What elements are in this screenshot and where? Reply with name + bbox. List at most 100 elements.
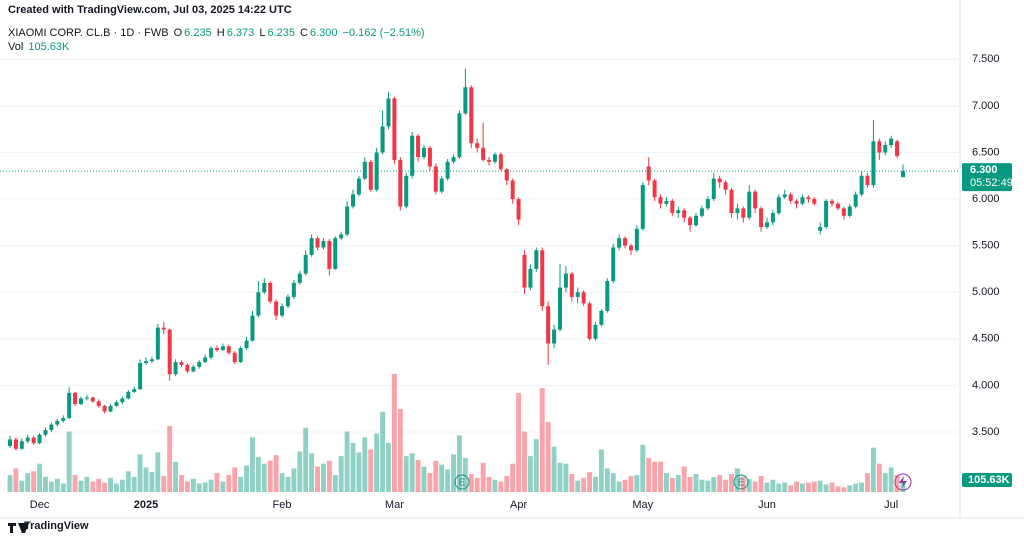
candle-body [303, 254, 308, 274]
ohlc-value: 6.373 [226, 27, 255, 39]
volume-bar [705, 480, 711, 492]
candle-body [557, 287, 562, 330]
candle-body [13, 439, 18, 449]
volume-bar [811, 481, 817, 492]
candle-body [788, 194, 793, 201]
x-tick-label: 2025 [134, 499, 158, 511]
candle-body [534, 250, 539, 269]
volume-bar [900, 482, 906, 492]
x-tick-label: Jun [758, 499, 776, 511]
volume-bar [723, 479, 729, 492]
candle-body [374, 152, 379, 190]
candle-body [682, 210, 687, 218]
y-tick-label: 6.500 [972, 146, 1000, 158]
candle-body [498, 154, 503, 170]
candle-body [78, 398, 83, 405]
volume-bar [60, 483, 66, 492]
candle-body [439, 178, 444, 192]
volume-bar [31, 471, 37, 492]
candle-body [114, 402, 119, 406]
candle-body [871, 141, 876, 186]
change: −0.162 (−2.51%) [342, 27, 425, 39]
candle-body [84, 397, 89, 399]
candle-body [735, 208, 740, 214]
volume-bar [297, 451, 303, 492]
symbol: XIAOMI CORP. CL.B · 1D · FWB [8, 27, 169, 39]
y-tick-label: 4.000 [972, 379, 1000, 391]
volume-bar [516, 392, 522, 492]
candle-body [256, 292, 261, 316]
volume-tag [962, 473, 1012, 487]
volume-bar [409, 453, 415, 492]
volume-bar [326, 460, 332, 492]
volume-bar [717, 475, 723, 492]
volume-bar [527, 456, 533, 492]
candle-body [581, 292, 586, 304]
volume-bar [468, 474, 474, 492]
candle-body [522, 254, 527, 288]
volume-bar [551, 446, 557, 492]
earnings-icon: E [454, 474, 470, 490]
candle-body [345, 206, 350, 235]
candle-body [445, 161, 450, 179]
last-price-tag [962, 163, 1012, 192]
candle-body [31, 437, 36, 444]
volume-bar [859, 482, 865, 492]
volume-bar [746, 478, 752, 492]
candle-body [617, 238, 622, 248]
candle-body [510, 180, 515, 200]
candle-body [895, 141, 900, 157]
event-icon[interactable] [894, 473, 912, 491]
volume-bar [137, 454, 143, 492]
candle-body [563, 273, 568, 288]
volume-bar [462, 458, 468, 492]
volume-bar [119, 479, 125, 492]
svg-text:E: E [738, 478, 745, 489]
volume-bar [634, 475, 640, 492]
volume-bar [250, 437, 255, 492]
candle-body [108, 405, 113, 412]
volume-bar [303, 427, 309, 492]
candle-body [185, 364, 190, 372]
candle-body [416, 135, 421, 158]
candle-body [220, 346, 225, 350]
candle-body [232, 352, 237, 363]
volume-bar [285, 476, 291, 492]
volume-bar [474, 477, 480, 492]
volume-bar [397, 408, 403, 492]
volume-bar [232, 467, 238, 492]
candle-body [569, 273, 574, 297]
volume-bar [196, 483, 202, 492]
candle-body [759, 208, 764, 228]
svg-text:E: E [459, 478, 466, 489]
candle-body [321, 240, 326, 248]
candle-body [173, 362, 178, 375]
candle-body [587, 303, 592, 339]
candle-body [901, 171, 905, 178]
last-price-label: 6.300 [970, 164, 998, 176]
volume-bar [167, 425, 173, 492]
volume-bar [752, 481, 758, 492]
volume-bar [817, 480, 823, 492]
candle-body [161, 327, 166, 330]
volume-bar [368, 449, 374, 492]
volume-bar [758, 475, 764, 492]
volume-bar [598, 449, 604, 492]
grid [0, 58, 960, 433]
candle-body [333, 238, 338, 269]
volume-bar [522, 431, 527, 492]
candle-body [717, 178, 722, 183]
volume-bar [427, 473, 433, 492]
candle-body [469, 87, 474, 144]
candle-body [723, 182, 728, 190]
candle-body [274, 301, 279, 316]
volume-bar [663, 473, 669, 492]
y-tick-label: 7.500 [972, 53, 1000, 65]
volume-bar [267, 460, 273, 492]
volume-bar [604, 468, 610, 492]
candle-body [49, 424, 54, 431]
candle-body [214, 348, 219, 350]
volume-bar [90, 481, 96, 492]
volume-bar [492, 479, 498, 492]
volume-bar [54, 478, 60, 492]
